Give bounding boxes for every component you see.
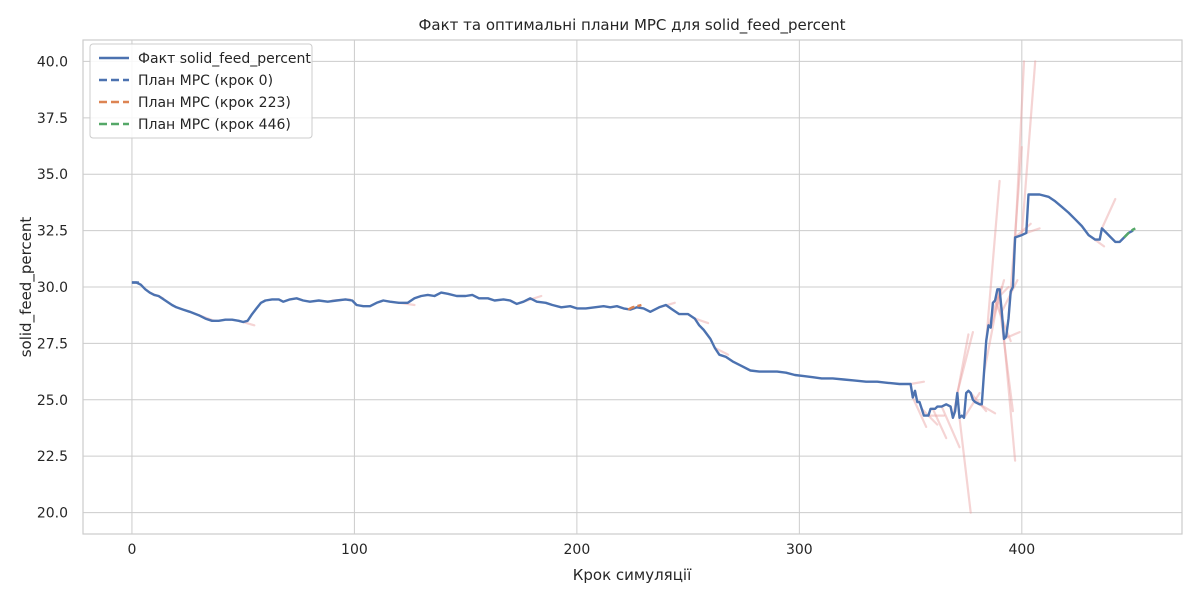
legend-entry-fact: Факт solid_feed_percent — [138, 51, 311, 67]
y-tick-label: 32.5 — [37, 224, 68, 240]
y-tick-label: 27.5 — [37, 336, 68, 352]
faint-plan-line — [1100, 197, 1117, 230]
series-lines — [131, 193, 1136, 419]
grid — [83, 40, 1182, 534]
y-tick-label: 30.0 — [37, 280, 68, 296]
y-tick-label: 25.0 — [37, 393, 68, 409]
faint-plan-line — [713, 346, 730, 356]
x-tick-labels: 0 100 200 300 400 — [127, 542, 1035, 558]
faint-plan-line — [1020, 60, 1037, 237]
plan-446-series-line — [1123, 227, 1136, 239]
faint-plan-line — [920, 407, 939, 426]
x-tick-label: 0 — [127, 542, 136, 558]
faint-plan-line — [969, 391, 988, 413]
faint-plan-line — [956, 331, 975, 395]
faint-plan-line — [985, 179, 1001, 343]
fact-series-line — [131, 193, 1134, 419]
faint-plan-line — [1013, 222, 1032, 239]
y-tick-label: 40.0 — [37, 54, 68, 70]
faint-plan-line — [982, 301, 999, 374]
faint-plan-line — [962, 391, 981, 419]
y-tick-labels: 20.0 22.5 25.0 27.5 30.0 32.5 35.0 37.5 40.0 — [37, 54, 68, 521]
faint-plan-line — [996, 288, 1015, 413]
x-tick-label: 200 — [564, 542, 591, 558]
legend-entry-plan-223: План MPC (крок 223) — [138, 95, 291, 111]
faint-plan-line — [911, 396, 928, 428]
faint-plan-line — [989, 279, 1006, 329]
x-tick-label: 300 — [786, 542, 813, 558]
y-tick-label: 37.5 — [37, 111, 68, 127]
x-tick-label: 100 — [341, 542, 368, 558]
faint-plan-line — [931, 407, 948, 440]
x-tick-label: 400 — [1008, 542, 1035, 558]
legend: Факт solid_feed_percent План MPC (крок 0… — [89, 43, 313, 139]
faint-plan-line — [909, 380, 926, 386]
plan-223-series-line — [627, 303, 642, 311]
y-tick-label: 22.5 — [37, 449, 68, 465]
y-tick-label: 20.0 — [37, 506, 68, 522]
x-axis-label: Крок симуляції — [573, 566, 692, 584]
plot-frame — [82, 39, 1183, 535]
legend-entry-plan-0: План MPC (крок 0) — [138, 73, 273, 89]
y-tick-label: 35.0 — [37, 167, 68, 183]
legend-entry-plan-446: План MPC (крок 446) — [138, 117, 291, 133]
faint-plan-line — [940, 405, 961, 449]
y-axis-label: solid_feed_percent — [17, 217, 36, 358]
chart-title: Факт та оптимальні плани MPC для solid_f… — [419, 16, 846, 35]
legend-box — [89, 43, 313, 139]
faint-plan-line — [1025, 227, 1041, 234]
faint-plan-line — [693, 317, 710, 325]
faint-plan-line — [958, 416, 972, 514]
faint-plan-line — [978, 403, 997, 415]
